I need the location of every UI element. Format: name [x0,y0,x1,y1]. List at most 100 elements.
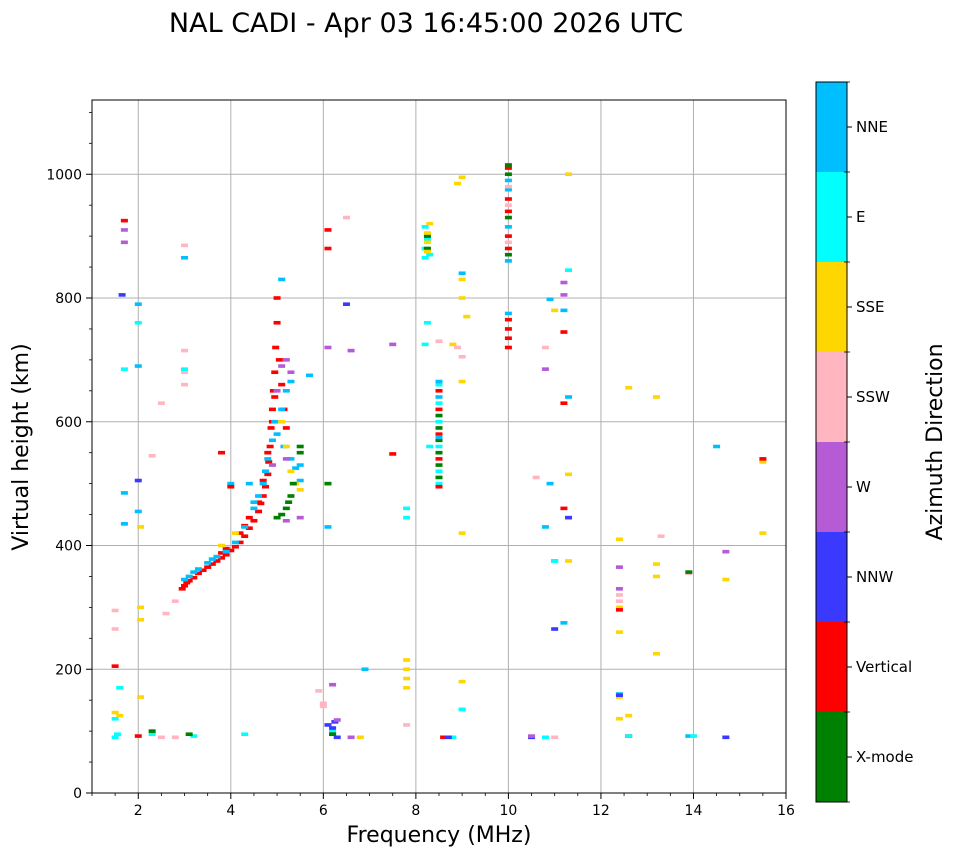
data-point [213,554,221,559]
data-point [111,664,119,668]
data-point [449,342,457,347]
data-point [722,577,730,582]
data-points [111,163,767,740]
data-point [551,308,559,313]
data-point [435,481,443,486]
data-point [329,726,337,730]
data-point [287,469,295,474]
x-axis-ticks: 2 4 6 8 10 12 14 16 [91,793,795,819]
data-point [504,163,512,167]
data-point [185,732,193,737]
data-point [231,531,239,535]
data-point [421,225,429,229]
data-point [190,734,198,738]
data-point [178,587,186,591]
data-point [148,729,156,733]
data-point [137,525,145,529]
data-point [111,710,119,715]
y-tick-label: 800 [55,291,82,307]
data-point [231,544,239,549]
data-point [268,463,276,467]
chart-title: NAL CADI - Apr 03 16:45:00 2026 UTC [169,8,683,39]
data-point [463,314,471,319]
data-point [329,682,337,687]
data-point [282,389,290,393]
colorbar-label-ssw: SSW [856,388,890,406]
data-point [271,395,279,399]
data-point [278,277,286,282]
data-point [458,296,466,300]
data-point [541,525,549,529]
data-point [504,215,512,220]
data-point [181,255,189,260]
data-point [271,370,279,375]
data-point [319,704,327,709]
data-point [282,518,290,523]
data-point [111,716,119,721]
plot-area: 2 4 6 8 10 12 14 16 0 200 400 600 800 1000 [46,99,795,819]
data-point [259,478,267,483]
data-point [551,559,559,563]
data-point [615,608,623,612]
data-point [333,735,341,740]
data-point [458,379,466,384]
colorbar-label-nne: NNE [856,118,888,136]
data-point [652,651,660,656]
data-point [324,228,332,232]
data-point [218,543,226,548]
data-point [685,570,693,574]
x-tick-label: 14 [685,803,703,819]
data-point [120,491,128,495]
data-point [134,509,142,514]
data-point [435,413,443,418]
data-point [305,373,313,378]
data-point [120,228,128,232]
data-point [435,401,443,405]
y-tick-label: 0 [73,786,82,802]
data-point [560,401,568,405]
data-point [118,293,126,297]
data-point [282,444,290,449]
data-point [615,599,623,603]
x-tick-label: 2 [134,803,143,819]
data-point [227,481,235,486]
data-point [282,457,290,461]
data-point [625,713,633,718]
colorbar-label-e: E [856,208,865,226]
data-point [262,469,269,474]
data-point [331,720,339,724]
data-point [403,658,411,662]
data-point [181,243,189,248]
data-point [120,367,128,371]
data-point [329,729,337,733]
data-point [435,432,443,436]
data-point [272,345,280,350]
data-point [342,215,350,220]
data-point [171,735,179,740]
data-point [116,686,124,690]
data-point [287,494,295,498]
data-point [426,444,434,449]
data-point [208,562,216,566]
data-point [296,515,304,520]
data-point [296,463,304,467]
data-point [137,695,145,699]
data-point [255,494,263,498]
y-axis-label: Virtual height (km) [9,343,34,550]
data-point [458,354,466,359]
data-point [565,559,573,563]
data-point [504,184,512,189]
data-point [185,574,193,579]
y-tick-label: 600 [55,415,82,431]
colorbar-segment [816,712,847,802]
data-point [504,246,512,251]
data-point [449,735,457,740]
data-point [241,732,249,737]
data-point [615,716,623,721]
colorbar-segment [816,622,847,712]
data-point [560,280,568,285]
data-point [652,395,660,399]
data-point [625,734,633,738]
data-point [504,197,512,201]
